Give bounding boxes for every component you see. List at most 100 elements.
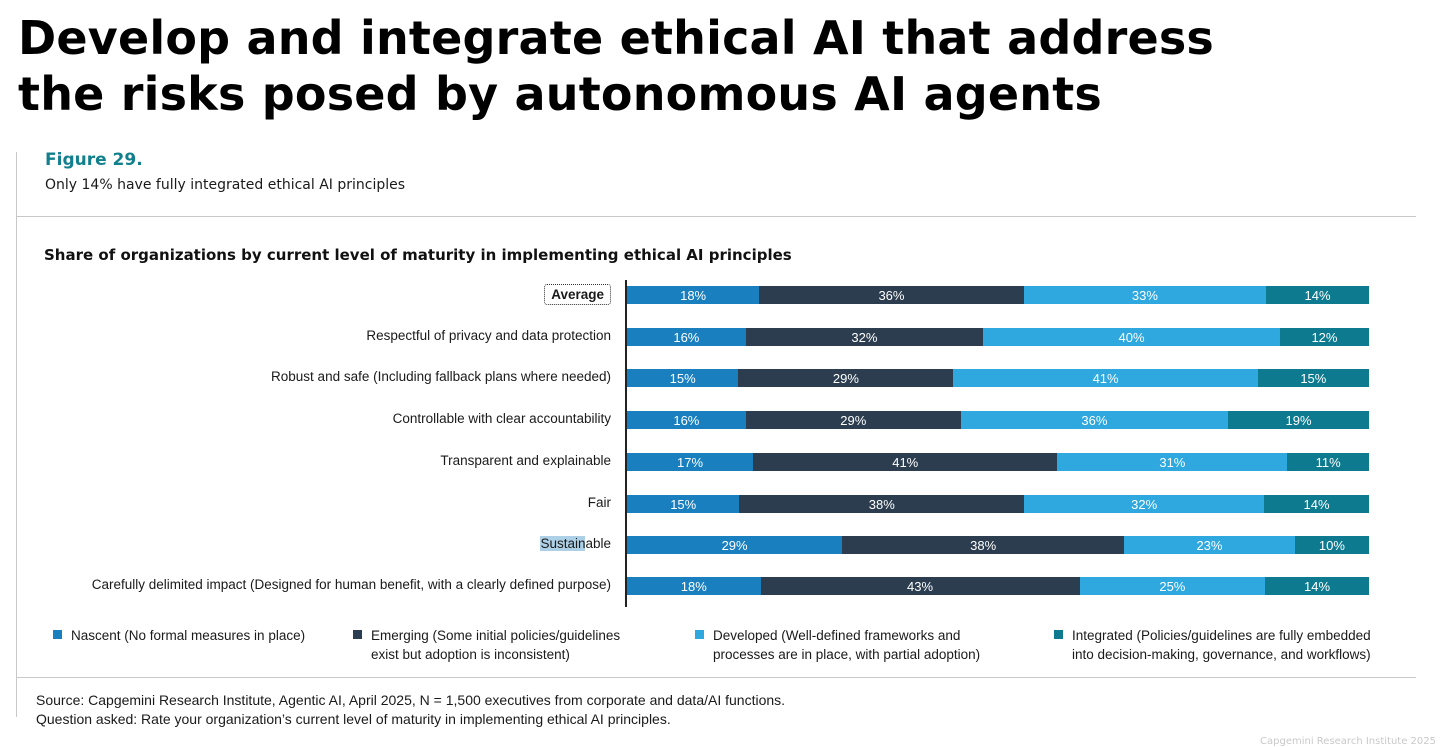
bar-segment-integrated: 12% [1279, 328, 1369, 346]
bar-segment-integrated: 19% [1228, 411, 1369, 429]
bar-value-label: 32% [851, 329, 878, 345]
legend-swatch-emerging [353, 630, 362, 639]
chart-title: Share of organizations by current level … [44, 246, 792, 264]
divider-top [16, 216, 1416, 217]
bar-value-label: 29% [832, 370, 859, 386]
figure-subtitle: Only 14% have fully integrated ethical A… [45, 177, 406, 193]
legend-label-line-2: exist but adoption is inconsistent) [371, 647, 570, 662]
legend-swatch-nascent [53, 630, 62, 639]
bar-value-label: 15% [669, 370, 696, 386]
legend-label-line-2: into decision-making, governance, and wo… [1072, 647, 1371, 662]
bar-value-label: 12% [1311, 329, 1338, 345]
bar-segment-integrated: 14% [1266, 286, 1369, 304]
bar-segment-nascent: 29% [627, 536, 843, 554]
bar-segment-nascent: 16% [627, 328, 746, 346]
legend-label-line-1: Nascent (No formal measures in place) [71, 628, 306, 643]
legend-label: Developed (Well-defined frameworks and pr… [713, 626, 980, 664]
bar-value-label: 29% [840, 412, 867, 428]
bar-segment-emerging: 29% [738, 369, 954, 387]
watermark: Capgemini Research Institute 2025 [1260, 736, 1436, 747]
divider-bottom [16, 677, 1416, 678]
question-note: Question asked: Rate your organization’s… [36, 711, 671, 727]
bar-segment-integrated: 14% [1264, 495, 1369, 513]
bar-segment-emerging: 36% [759, 286, 1024, 304]
bar-segment-emerging: 38% [842, 536, 1125, 554]
category-label: Respectful of privacy and data protectio… [366, 328, 611, 343]
bar-value-label: 19% [1285, 412, 1312, 428]
bar-value-label: 40% [1118, 329, 1145, 345]
bar-value-label: 18% [680, 287, 707, 303]
headline-line-2: the risks posed by autonomous AI agents [18, 67, 1102, 121]
bar-value-label: 38% [868, 496, 895, 512]
bar-value-label: 25% [1159, 578, 1186, 594]
category-label: Transparent and explainable [440, 453, 611, 468]
bar-value-label: 38% [970, 537, 997, 553]
bar-value-label: 23% [1196, 537, 1223, 553]
bar-segment-nascent: 15% [627, 495, 740, 513]
bar-value-label: 15% [670, 496, 697, 512]
legend-item-emerging: Emerging (Some initial policies/guidelin… [353, 626, 620, 664]
figure-number: Figure 29. [45, 150, 143, 170]
bar-value-label: 31% [1159, 454, 1186, 470]
legend-item-nascent: Nascent (No formal measures in place) [53, 626, 305, 645]
bar-value-label: 16% [673, 412, 700, 428]
bar-value-label: 36% [1081, 412, 1108, 428]
bar-value-label: 41% [1092, 370, 1119, 386]
legend-label-line-1: Emerging (Some initial policies/guidelin… [371, 628, 621, 643]
bar-segment-developed: 36% [960, 411, 1228, 429]
category-label: Fair [587, 495, 611, 510]
figure-frame-left-border [16, 152, 17, 717]
bar-value-label: 16% [673, 329, 700, 345]
category-label: Robust and safe (Including fallback plan… [271, 369, 611, 384]
legend-label: Nascent (No formal measures in place) [71, 626, 305, 645]
legend-label-line-1: Developed (Well-defined frameworks and [713, 628, 961, 643]
category-label-average: Average [544, 284, 611, 305]
bar-value-label: 14% [1303, 496, 1330, 512]
bar-value-label: 18% [680, 578, 707, 594]
bar-value-label: 14% [1304, 287, 1331, 303]
bar-segment-developed: 31% [1057, 453, 1288, 471]
bar-segment-nascent: 18% [627, 286, 760, 304]
legend-label: Integrated (Policies/guidelines are full… [1072, 626, 1371, 664]
legend-label-line-2: processes are in place, with partial ado… [713, 647, 981, 662]
headline-line-1: Develop and integrate ethical AI that ad… [18, 11, 1215, 65]
legend-item-integrated: Integrated (Policies/guidelines are full… [1054, 626, 1371, 664]
category-label: Controllable with clear accountability [392, 411, 611, 426]
bar-value-label: 43% [907, 578, 934, 594]
legend-swatch-developed [695, 630, 704, 639]
bar-segment-nascent: 18% [627, 577, 761, 595]
bar-value-label: 15% [1300, 370, 1327, 386]
bar-value-label: 29% [721, 537, 748, 553]
headline: Develop and integrate ethical AI that ad… [18, 10, 1214, 122]
bar-segment-developed: 25% [1079, 577, 1266, 595]
legend-label-line-1: Integrated (Policies/guidelines are full… [1072, 628, 1371, 643]
bar-value-label: 10% [1318, 537, 1345, 553]
bar-segment-developed: 33% [1023, 286, 1267, 304]
bar-segment-nascent: 17% [627, 453, 754, 471]
bar-segment-emerging: 43% [760, 577, 1080, 595]
bar-segment-integrated: 14% [1265, 577, 1369, 595]
legend-swatch-integrated [1054, 630, 1063, 639]
bar-value-label: 11% [1315, 454, 1341, 470]
bar-segment-emerging: 41% [753, 453, 1058, 471]
bar-segment-integrated: 10% [1294, 536, 1369, 554]
bar-value-label: 17% [677, 454, 704, 470]
bar-segment-emerging: 32% [745, 328, 984, 346]
bar-segment-integrated: 15% [1257, 369, 1369, 387]
bar-segment-nascent: 15% [627, 369, 739, 387]
legend-item-developed: Developed (Well-defined frameworks and pr… [695, 626, 980, 664]
bar-segment-integrated: 11% [1287, 453, 1369, 471]
bar-segment-emerging: 38% [739, 495, 1025, 513]
bar-segment-developed: 23% [1124, 536, 1295, 554]
bar-segment-developed: 32% [1024, 495, 1265, 513]
bar-value-label: 14% [1304, 578, 1331, 594]
bar-segment-emerging: 29% [745, 411, 961, 429]
bar-value-label: 41% [892, 454, 919, 470]
bar-segment-nascent: 16% [627, 411, 746, 429]
bar-segment-developed: 41% [953, 369, 1258, 387]
text-selection-highlight: Sustain [540, 536, 586, 551]
bar-segment-developed: 40% [983, 328, 1280, 346]
source-note: Source: Capgemini Research Institute, Ag… [36, 692, 786, 708]
legend-label: Emerging (Some initial policies/guidelin… [371, 626, 620, 664]
bar-value-label: 33% [1131, 287, 1158, 303]
